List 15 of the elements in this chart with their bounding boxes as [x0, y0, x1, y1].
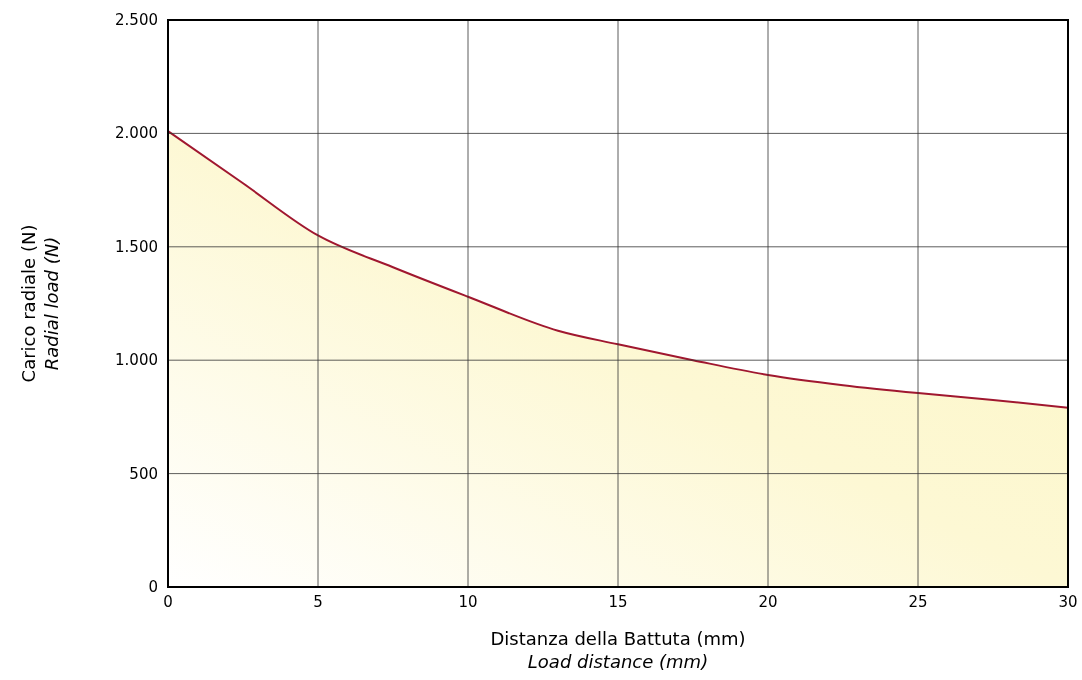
y-axis-title: Carico radiale (N) Radial load (N): [18, 224, 62, 383]
y-tick-label: 2.500: [115, 11, 158, 29]
x-axis-title: Distanza della Battuta (mm) Load distance (mm): [490, 628, 746, 672]
y-tick-label: 0: [148, 578, 158, 596]
x-tick-label: 25: [908, 593, 928, 611]
y-tick-label: 1.000: [115, 351, 158, 370]
x-tick-label: 10: [458, 593, 478, 611]
y-tick-label: 2.000: [115, 124, 158, 143]
y-tick-label: 1.500: [115, 237, 158, 256]
x-tick-label: 0: [163, 593, 173, 611]
x-tick-label: 20: [758, 593, 778, 611]
x-tick-label: 30: [1058, 593, 1078, 611]
x-tick-label: 15: [608, 593, 628, 611]
y-tick-label: 500: [129, 464, 158, 483]
x-tick-label: 5: [313, 593, 323, 611]
